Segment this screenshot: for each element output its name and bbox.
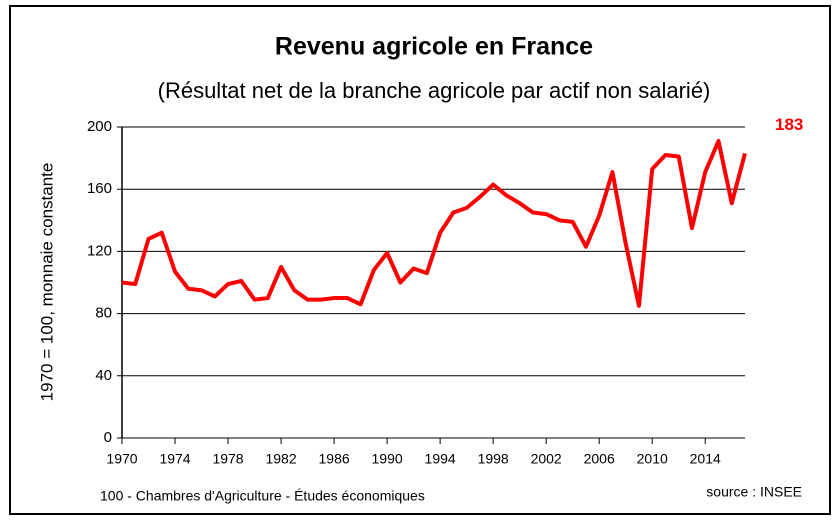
last-value-label: 183 — [775, 115, 803, 134]
y-tick-label: 200 — [87, 118, 112, 135]
x-tick-label: 1994 — [425, 451, 456, 467]
x-tick-label: 2014 — [690, 451, 721, 467]
x-tick-label: 2010 — [637, 451, 668, 467]
frame — [9, 5, 831, 515]
y-tick-label: 0 — [104, 429, 112, 446]
x-tick-label: 1974 — [159, 451, 190, 467]
x-tick-label: 2002 — [531, 451, 562, 467]
footer-right: source : INSEE — [706, 484, 802, 500]
x-tick-label: 1998 — [478, 451, 509, 467]
x-tick-label: 1990 — [372, 451, 403, 467]
y-axis-label: 1970 = 100, monnaie constante — [37, 163, 56, 402]
y-tick-label: 160 — [87, 180, 112, 197]
footer-left: 100 - Chambres d'Agriculture - Études éc… — [100, 488, 425, 504]
x-tick-label: 1986 — [319, 451, 350, 467]
x-tick-label: 1982 — [265, 451, 296, 467]
y-tick-label: 80 — [95, 305, 112, 322]
x-tick-label: 1978 — [212, 451, 243, 467]
chart-title: Revenu agricole en France — [275, 33, 593, 61]
x-tick-label: 2006 — [584, 451, 615, 467]
data-line — [121, 138, 747, 308]
chart-subtitle: (Résultat net de la branche agricole par… — [158, 78, 711, 103]
y-tick-label: 40 — [95, 367, 112, 384]
y-tick-label: 120 — [87, 242, 112, 259]
x-tick-label: 1970 — [106, 451, 137, 467]
